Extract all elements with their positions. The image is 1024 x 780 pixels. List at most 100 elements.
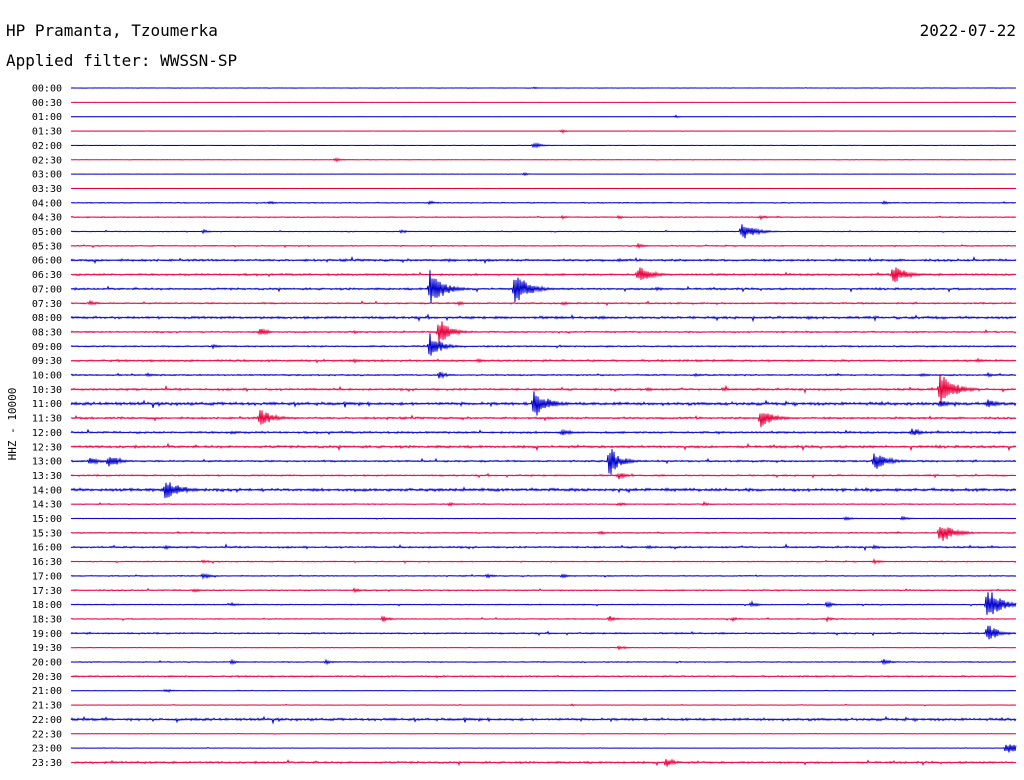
trace-line — [70, 172, 1017, 177]
trace-line — [70, 313, 1017, 323]
trace-line — [70, 500, 1017, 507]
time-tick-label: 07:00 — [32, 284, 62, 295]
trace-line — [70, 142, 1017, 149]
time-tick-label: 06:30 — [32, 270, 62, 281]
time-tick-label: 19:00 — [32, 629, 62, 640]
trace-line — [70, 527, 1017, 541]
trace-line — [70, 645, 1017, 651]
time-tick-label: 14:30 — [32, 500, 62, 511]
trace-line — [70, 558, 1017, 565]
time-tick-label: 18:30 — [32, 614, 62, 625]
trace-line — [70, 572, 1017, 580]
time-tick-label: 20:30 — [32, 672, 62, 683]
time-tick-label: 08:00 — [32, 313, 62, 324]
trace-line — [70, 744, 1017, 753]
time-tick-label: 02:00 — [32, 141, 62, 152]
trace-line — [70, 299, 1017, 307]
trace-line — [70, 703, 1017, 707]
trace-line — [70, 187, 1017, 190]
trace-line — [70, 428, 1017, 436]
trace-line — [70, 242, 1017, 250]
time-tick-label: 07:30 — [32, 299, 62, 310]
filter-label: Applied filter: WWSSN-SP — [6, 51, 237, 70]
trace-line — [70, 256, 1017, 265]
time-tick-label: 05:00 — [32, 227, 62, 238]
station-title: HP Pramanta, Tzoumerka — [6, 21, 218, 40]
trace-rows: 00:00 00:30 01:00 01:30 02:00 02:30 03:00 03:30… — [32, 84, 1017, 769]
time-tick-label: 15:30 — [32, 528, 62, 539]
time-tick-label: 17:00 — [32, 571, 62, 582]
trace-line — [70, 333, 1017, 356]
trace-line — [70, 515, 1017, 521]
trace-line — [70, 129, 1017, 134]
time-tick-label: 00:00 — [32, 84, 62, 95]
channel-label: HHZ - 10000 — [6, 388, 19, 461]
trace-line — [70, 270, 1017, 304]
time-tick-label: 02:30 — [32, 155, 62, 166]
time-tick-label: 21:30 — [32, 701, 62, 712]
time-tick-label: 20:00 — [32, 658, 62, 669]
trace-line — [70, 592, 1017, 615]
time-tick-label: 16:30 — [32, 557, 62, 568]
time-tick-label: 01:30 — [32, 127, 62, 138]
trace-line — [70, 674, 1017, 679]
time-tick-label: 18:00 — [32, 600, 62, 611]
trace-line — [70, 625, 1017, 640]
trace-line — [70, 442, 1017, 452]
time-tick-label: 03:00 — [32, 170, 62, 181]
time-tick-label: 11:30 — [32, 414, 62, 425]
time-tick-label: 11:00 — [32, 399, 62, 410]
trace-line — [70, 482, 1017, 499]
trace-line — [70, 658, 1017, 666]
trace-line — [70, 214, 1017, 221]
trace-line — [70, 758, 1017, 767]
trace-line — [70, 157, 1017, 163]
trace-line — [70, 391, 1017, 416]
trace-line — [70, 543, 1017, 552]
trace-line — [70, 449, 1017, 475]
time-tick-label: 00:30 — [32, 98, 62, 109]
trace-line — [70, 732, 1017, 735]
trace-line — [70, 587, 1017, 594]
time-tick-label: 10:00 — [32, 371, 62, 382]
trace-line — [70, 371, 1017, 380]
time-tick-label: 22:00 — [32, 715, 62, 726]
time-tick-label: 16:00 — [32, 543, 62, 554]
time-tick-label: 04:00 — [32, 198, 62, 209]
date-label: 2022-07-22 — [920, 21, 1016, 40]
time-tick-label: 23:00 — [32, 744, 62, 755]
time-tick-label: 17:30 — [32, 586, 62, 597]
time-tick-label: 14:00 — [32, 485, 62, 496]
time-tick-label: 09:30 — [32, 356, 62, 367]
trace-line — [70, 688, 1017, 693]
time-tick-label: 08:30 — [32, 327, 62, 338]
time-tick-label: 13:00 — [32, 457, 62, 468]
time-tick-label: 04:30 — [32, 213, 62, 224]
trace-line — [70, 267, 1017, 283]
trace-line — [70, 86, 1017, 90]
trace-line — [70, 472, 1017, 480]
trace-line — [70, 410, 1017, 428]
time-tick-label: 19:30 — [32, 643, 62, 654]
time-tick-label: 13:30 — [32, 471, 62, 482]
trace-line — [70, 224, 1017, 239]
time-tick-label: 09:00 — [32, 342, 62, 353]
trace-line — [70, 200, 1017, 206]
time-tick-label: 22:30 — [32, 729, 62, 740]
time-tick-label: 12:30 — [32, 442, 62, 453]
time-tick-label: 03:30 — [32, 184, 62, 195]
time-tick-label: 12:00 — [32, 428, 62, 439]
time-tick-label: 05:30 — [32, 241, 62, 252]
time-tick-label: 10:30 — [32, 385, 62, 396]
time-tick-label: 01:00 — [32, 112, 62, 123]
time-tick-label: 15:00 — [32, 514, 62, 525]
time-tick-label: 06:00 — [32, 256, 62, 267]
time-tick-label: 21:00 — [32, 686, 62, 697]
trace-line — [70, 615, 1017, 623]
time-tick-label: 23:30 — [32, 758, 62, 769]
trace-line — [70, 373, 1017, 404]
trace-line — [70, 114, 1017, 119]
trace-line — [70, 321, 1017, 343]
trace-line — [70, 357, 1017, 364]
